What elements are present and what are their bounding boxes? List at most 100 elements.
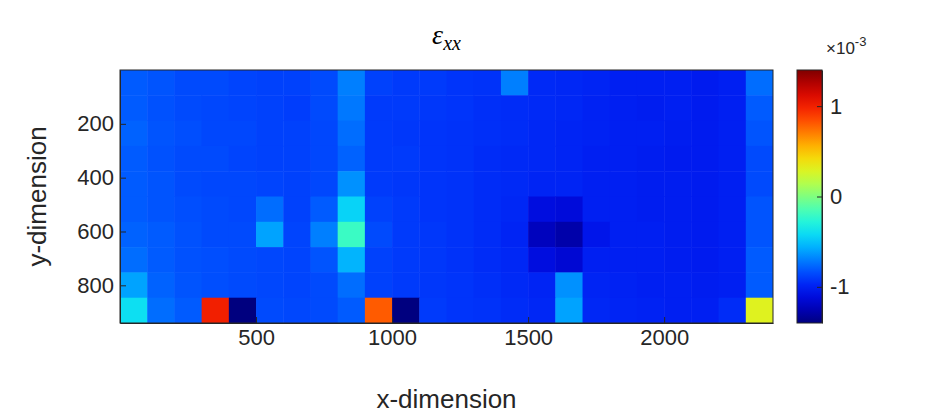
cell bbox=[174, 121, 202, 147]
cell bbox=[610, 121, 638, 147]
cell bbox=[474, 222, 502, 248]
cell bbox=[447, 121, 475, 147]
cell bbox=[174, 146, 202, 172]
cell bbox=[283, 121, 311, 147]
cell bbox=[174, 95, 202, 121]
cell bbox=[365, 95, 393, 121]
cell bbox=[610, 298, 638, 323]
tick-label: 1500 bbox=[504, 325, 553, 350]
cell bbox=[229, 95, 257, 121]
cell bbox=[719, 171, 747, 197]
cell bbox=[283, 95, 311, 121]
cell bbox=[664, 222, 692, 248]
cell bbox=[202, 121, 230, 147]
cell bbox=[610, 95, 638, 121]
cell bbox=[474, 171, 502, 197]
chart: 500100015002000200400600800εxxx-dimensio… bbox=[0, 0, 932, 418]
cell bbox=[392, 272, 420, 298]
cell bbox=[719, 121, 747, 147]
cell bbox=[637, 171, 665, 197]
cell bbox=[746, 95, 773, 121]
cell bbox=[120, 222, 148, 248]
cell bbox=[229, 298, 257, 323]
cell bbox=[310, 171, 338, 197]
tick: 600 bbox=[77, 219, 126, 244]
cell bbox=[147, 146, 175, 172]
cell bbox=[256, 95, 284, 121]
cell bbox=[310, 272, 338, 298]
cell bbox=[338, 95, 366, 121]
cell bbox=[691, 272, 719, 298]
cell bbox=[501, 171, 529, 197]
tick-mark bbox=[256, 317, 257, 323]
cell bbox=[664, 247, 692, 273]
cell bbox=[501, 197, 529, 223]
cell bbox=[474, 70, 502, 96]
cell bbox=[202, 222, 230, 248]
tick: 500 bbox=[238, 317, 275, 350]
cell bbox=[501, 95, 529, 121]
cell bbox=[392, 70, 420, 96]
cell bbox=[174, 298, 202, 323]
cell bbox=[174, 247, 202, 273]
cell bbox=[419, 197, 447, 223]
cell bbox=[283, 222, 311, 248]
tick-mark bbox=[664, 317, 665, 323]
cell bbox=[392, 146, 420, 172]
cell bbox=[365, 197, 393, 223]
cell bbox=[365, 121, 393, 147]
cell bbox=[256, 121, 284, 147]
tick-label: -1 bbox=[830, 274, 850, 299]
cell bbox=[555, 272, 583, 298]
cell bbox=[637, 95, 665, 121]
colorbar bbox=[797, 70, 822, 323]
cell bbox=[120, 247, 148, 273]
cell bbox=[719, 197, 747, 223]
cell bbox=[637, 146, 665, 172]
x-axis-title: x-dimension bbox=[376, 384, 516, 414]
cell bbox=[555, 70, 583, 96]
cell bbox=[310, 95, 338, 121]
cell bbox=[447, 247, 475, 273]
cell bbox=[746, 222, 773, 248]
cell bbox=[310, 298, 338, 323]
tick: 2000 bbox=[640, 317, 689, 350]
cell bbox=[474, 272, 502, 298]
cell bbox=[120, 121, 148, 147]
tick-label: 1000 bbox=[368, 325, 417, 350]
cell bbox=[310, 70, 338, 96]
tick: 200 bbox=[77, 111, 126, 136]
cell bbox=[474, 121, 502, 147]
cell bbox=[283, 146, 311, 172]
x-axis: 500 1000 1500 2000 bbox=[121, 317, 774, 350]
cell bbox=[528, 298, 556, 323]
cell bbox=[174, 70, 202, 96]
cell bbox=[419, 95, 447, 121]
cell bbox=[583, 272, 611, 298]
y-axis-title: y-dimension bbox=[22, 126, 52, 266]
cell bbox=[719, 272, 747, 298]
axis-line bbox=[822, 71, 823, 324]
cell bbox=[528, 70, 556, 96]
cell bbox=[583, 95, 611, 121]
cell bbox=[147, 121, 175, 147]
tick-label: 800 bbox=[77, 273, 114, 298]
cell bbox=[664, 197, 692, 223]
cell bbox=[610, 171, 638, 197]
tick-mark bbox=[817, 197, 822, 198]
cell bbox=[555, 121, 583, 147]
cell bbox=[501, 222, 529, 248]
tick: 800 bbox=[77, 273, 126, 298]
cell bbox=[365, 146, 393, 172]
cell bbox=[392, 95, 420, 121]
cell bbox=[447, 298, 475, 323]
cell bbox=[392, 197, 420, 223]
cell bbox=[691, 222, 719, 248]
cell bbox=[120, 70, 148, 96]
cell bbox=[555, 222, 583, 248]
cell bbox=[447, 197, 475, 223]
cell bbox=[746, 70, 773, 96]
cell bbox=[528, 247, 556, 273]
tick-mark bbox=[817, 106, 822, 107]
title: εxx bbox=[432, 19, 461, 54]
